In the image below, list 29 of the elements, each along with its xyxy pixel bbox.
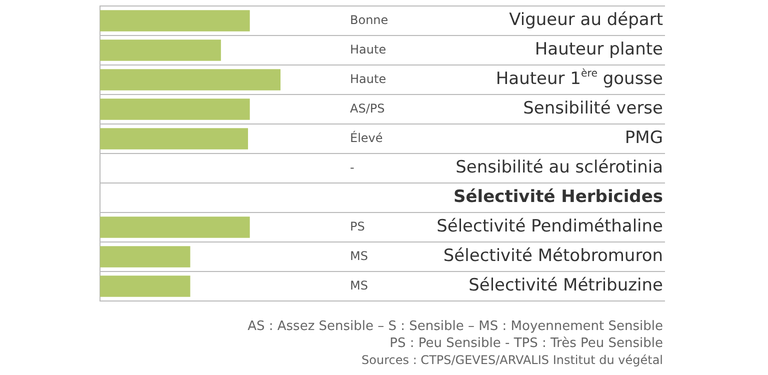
y-tick-label: Vigueur au départ: [509, 10, 664, 30]
text: AS/PS: [350, 101, 385, 116]
bar: [100, 98, 250, 120]
bar: [100, 246, 190, 268]
y-tick-label: Hauteur plante: [534, 40, 664, 60]
text: MS: [350, 248, 368, 263]
text: Élevé: [350, 130, 383, 145]
text: Haute: [350, 42, 386, 56]
y-tick-label: Sélectivité Métribuzine: [468, 276, 664, 296]
text: Bonne: [350, 12, 388, 27]
bar: [100, 216, 250, 238]
source-note: Sources : CTPS/GEVES/ARVALIS Institut du végétal: [360, 352, 663, 369]
text: AS : Assez Sensible – S : Sensible – MS : Moyennement Sensible: [246, 318, 663, 335]
text: -: [350, 160, 354, 174]
y-tick-label: Sélectivité Pendiméthaline: [436, 216, 664, 237]
y-tick-label: PMG: [624, 128, 663, 148]
text: PS: [350, 219, 365, 234]
text: Haute: [350, 72, 386, 86]
text: PS : Peu Sensible - TPS : Très Peu Sensible: [388, 335, 663, 352]
bar: [100, 69, 281, 90]
bar: [100, 10, 250, 32]
y-tick-label: Sensibilité verse: [523, 98, 664, 119]
y-tick-label: Sélectivité Herbicides: [453, 187, 664, 208]
y-tick-label: Sélectivité Métobromuron: [443, 246, 664, 266]
bar: [100, 276, 190, 297]
text: MS: [350, 278, 368, 292]
y-tick-label: Sensibilité au sclérotinia: [456, 158, 664, 178]
bar: [100, 128, 248, 150]
bar: [100, 40, 221, 61]
